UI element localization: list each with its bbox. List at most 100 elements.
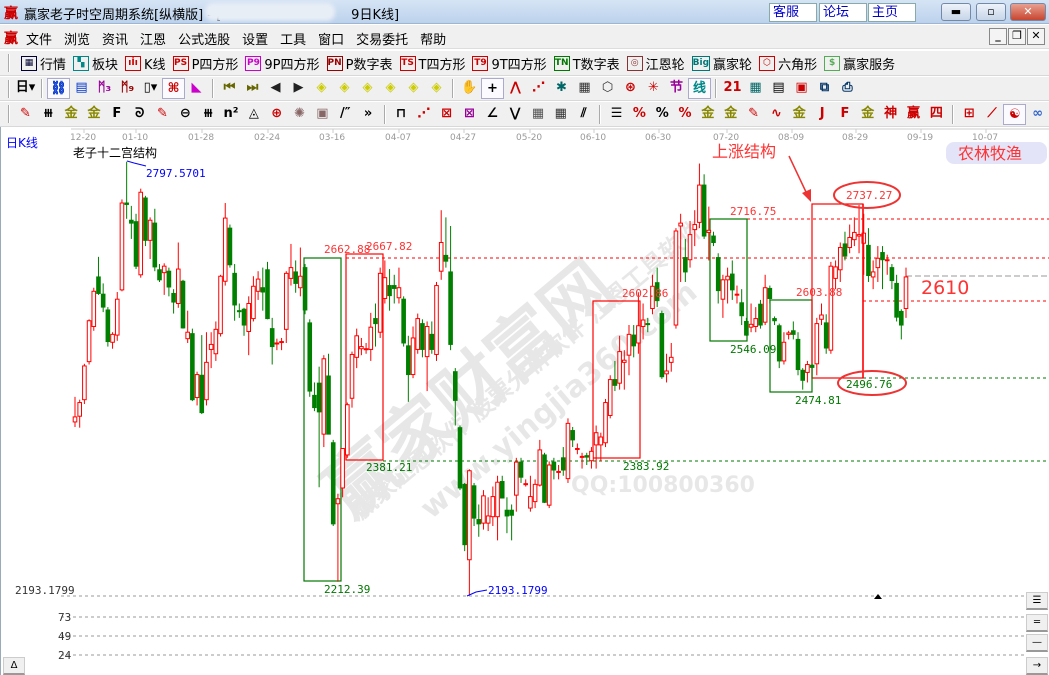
- more-icon[interactable]: »: [363, 105, 373, 121]
- speed-lines-icon[interactable]: ∠: [486, 105, 499, 121]
- toolbar-button[interactable]: ▦ 行情: [21, 54, 66, 73]
- circle-cycle-icon[interactable]: ⊖: [179, 105, 191, 121]
- n2-icon[interactable]: n²: [223, 105, 239, 121]
- spiral-icon[interactable]: ⊛: [625, 80, 636, 95]
- ying-angle-icon[interactable]: 赢: [906, 105, 920, 121]
- chain-icon[interactable]: ⛓: [47, 78, 70, 99]
- child-close-button[interactable]: ✕: [1027, 28, 1045, 45]
- toolbar-button[interactable]: P9 9P四方形: [245, 54, 320, 73]
- angle-icon[interactable]: /″: [339, 105, 351, 121]
- marker-icon[interactable]: ✎: [157, 105, 168, 121]
- last-icon[interactable]: ⏭: [246, 80, 259, 95]
- network-icon[interactable]: ⧉: [819, 80, 830, 95]
- chart-line-icon[interactable]: ⟋: [987, 105, 997, 121]
- period-day-dropdown[interactable]: 日▾: [15, 80, 36, 95]
- toolbar-button[interactable]: PS P四方形: [172, 54, 238, 73]
- app-menu-icon[interactable]: 赢: [4, 31, 18, 47]
- target-icon[interactable]: ⊕: [271, 105, 283, 121]
- shrink-icon[interactable]: ◈: [385, 80, 396, 95]
- move-right-icon[interactable]: ◈: [339, 80, 350, 95]
- hand-icon[interactable]: ✋: [461, 80, 478, 95]
- close-button[interactable]: ✕: [1010, 3, 1046, 21]
- levels-icon[interactable]: ☰: [610, 105, 623, 121]
- delta-button[interactable]: Δ: [3, 657, 25, 675]
- menu-item[interactable]: 窗口: [318, 33, 345, 48]
- parallel-lines-icon[interactable]: ⧻: [42, 105, 54, 121]
- scale-button-1[interactable]: ☰: [1026, 592, 1048, 610]
- square-target-icon[interactable]: ▣: [316, 105, 329, 121]
- node-icon[interactable]: 节: [669, 80, 683, 95]
- triangle-icon[interactable]: ◬: [248, 105, 259, 121]
- fan-icon[interactable]: ⋰: [532, 80, 545, 95]
- toolbar-button[interactable]: ▚ 板块: [73, 54, 118, 73]
- toolbar-button[interactable]: TN T数字表: [553, 54, 620, 73]
- f-angle-icon[interactable]: F: [840, 105, 850, 121]
- percent-icon[interactable]: %: [655, 105, 669, 121]
- j-angle-icon[interactable]: J: [819, 105, 825, 121]
- line-tool-icon[interactable]: 线: [688, 78, 711, 99]
- gann-square-icon[interactable]: ⊠: [464, 105, 475, 121]
- wave-levels-icon[interactable]: ∿: [770, 105, 782, 121]
- maximize-button[interactable]: ▫: [976, 3, 1006, 21]
- toolbar-button[interactable]: TS T四方形: [399, 54, 465, 73]
- channel-icon[interactable]: ⫽: [580, 105, 587, 121]
- toolbar-grip[interactable]: [8, 54, 10, 72]
- wave3-icon[interactable]: ᛗ₃: [97, 80, 112, 95]
- gold-ratio-icon[interactable]: 金: [64, 105, 78, 121]
- menu-item[interactable]: 设置: [242, 33, 269, 48]
- grid-box-icon[interactable]: ▦: [531, 105, 545, 121]
- scale-button-3[interactable]: —: [1026, 634, 1048, 652]
- toolbar-button[interactable]: T9 9T四方形: [472, 54, 547, 73]
- grid-box2-icon[interactable]: ▦: [554, 105, 567, 121]
- box-icon[interactable]: ⊓: [395, 105, 407, 121]
- spiral-tool-icon[interactable]: ᘐ: [135, 105, 145, 121]
- web-icon[interactable]: ✺: [294, 105, 305, 121]
- table-grid-icon[interactable]: ⊞: [963, 105, 975, 121]
- menu-item[interactable]: 江恩: [140, 33, 167, 48]
- flag-icon[interactable]: ◣: [191, 80, 202, 95]
- crosshair-icon[interactable]: +: [481, 78, 504, 99]
- infinity-icon[interactable]: ∞: [1032, 105, 1044, 121]
- minimize-button[interactable]: ▬: [941, 3, 971, 21]
- toolbar-grip[interactable]: [8, 105, 10, 123]
- save-icon[interactable]: ▣: [795, 80, 808, 95]
- fan-lines-icon[interactable]: ⋰: [417, 105, 431, 121]
- pattern-icon[interactable]: ⌘: [162, 78, 185, 99]
- pen-icon[interactable]: ✎: [19, 105, 31, 121]
- si-angle-icon[interactable]: 四: [929, 105, 943, 121]
- zoom-out-icon[interactable]: ◈: [431, 80, 442, 95]
- document-icon[interactable]: ▤: [772, 80, 785, 95]
- line-icon[interactable]: ⋀: [510, 80, 521, 95]
- prev-icon[interactable]: ◀: [270, 80, 281, 95]
- wave9-icon[interactable]: ᛗ₉: [120, 80, 135, 95]
- gold-angle-icon[interactable]: 金: [861, 105, 875, 121]
- child-minimize-button[interactable]: _: [989, 28, 1007, 45]
- move-left-icon[interactable]: ◈: [316, 80, 327, 95]
- calculator-icon[interactable]: ▦: [749, 80, 762, 95]
- kline-chart[interactable]: 赢家财富网 赢家江恩软件 股票分析软件 江恩工具软件 www.yingjia36…: [0, 127, 1049, 675]
- toolbar-grip[interactable]: [8, 79, 10, 98]
- menu-item[interactable]: 公式选股: [178, 33, 231, 48]
- toolbar-button[interactable]: Big 赢家轮: [691, 54, 752, 73]
- child-restore-button[interactable]: ❐: [1008, 28, 1026, 45]
- toolbar-button[interactable]: PN P数字表: [326, 54, 393, 73]
- cycle-icon[interactable]: ✱: [556, 80, 567, 95]
- menu-item[interactable]: 交易委托: [356, 33, 409, 48]
- toolbar-button[interactable]: ◎ 江恩轮: [626, 54, 685, 73]
- zigzag-icon[interactable]: ⋁: [509, 105, 521, 121]
- chart-canvas[interactable]: 赢家财富网 赢家江恩软件 股票分析软件 江恩工具软件 www.yingjia36…: [1, 127, 1049, 675]
- menu-item[interactable]: 工具: [280, 33, 307, 48]
- menu-item[interactable]: 浏览: [64, 33, 91, 48]
- gold-levels-icon[interactable]: 金: [724, 105, 738, 121]
- customer-service-link[interactable]: 客服: [769, 3, 817, 22]
- menu-item[interactable]: 文件: [26, 33, 53, 48]
- toolbar-button[interactable]: $ 赢家服务: [824, 54, 895, 73]
- scroll-right-button[interactable]: →: [1026, 657, 1048, 675]
- next-icon[interactable]: ▶: [293, 80, 304, 95]
- forum-link[interactable]: 论坛: [819, 3, 867, 22]
- first-icon[interactable]: ⏮: [223, 80, 236, 95]
- zoom-in-icon[interactable]: ◈: [408, 80, 419, 95]
- pen-levels-icon[interactable]: ✎: [748, 105, 760, 121]
- grid-icon[interactable]: ▦: [578, 80, 591, 95]
- gold-coin-icon[interactable]: 金: [701, 105, 715, 121]
